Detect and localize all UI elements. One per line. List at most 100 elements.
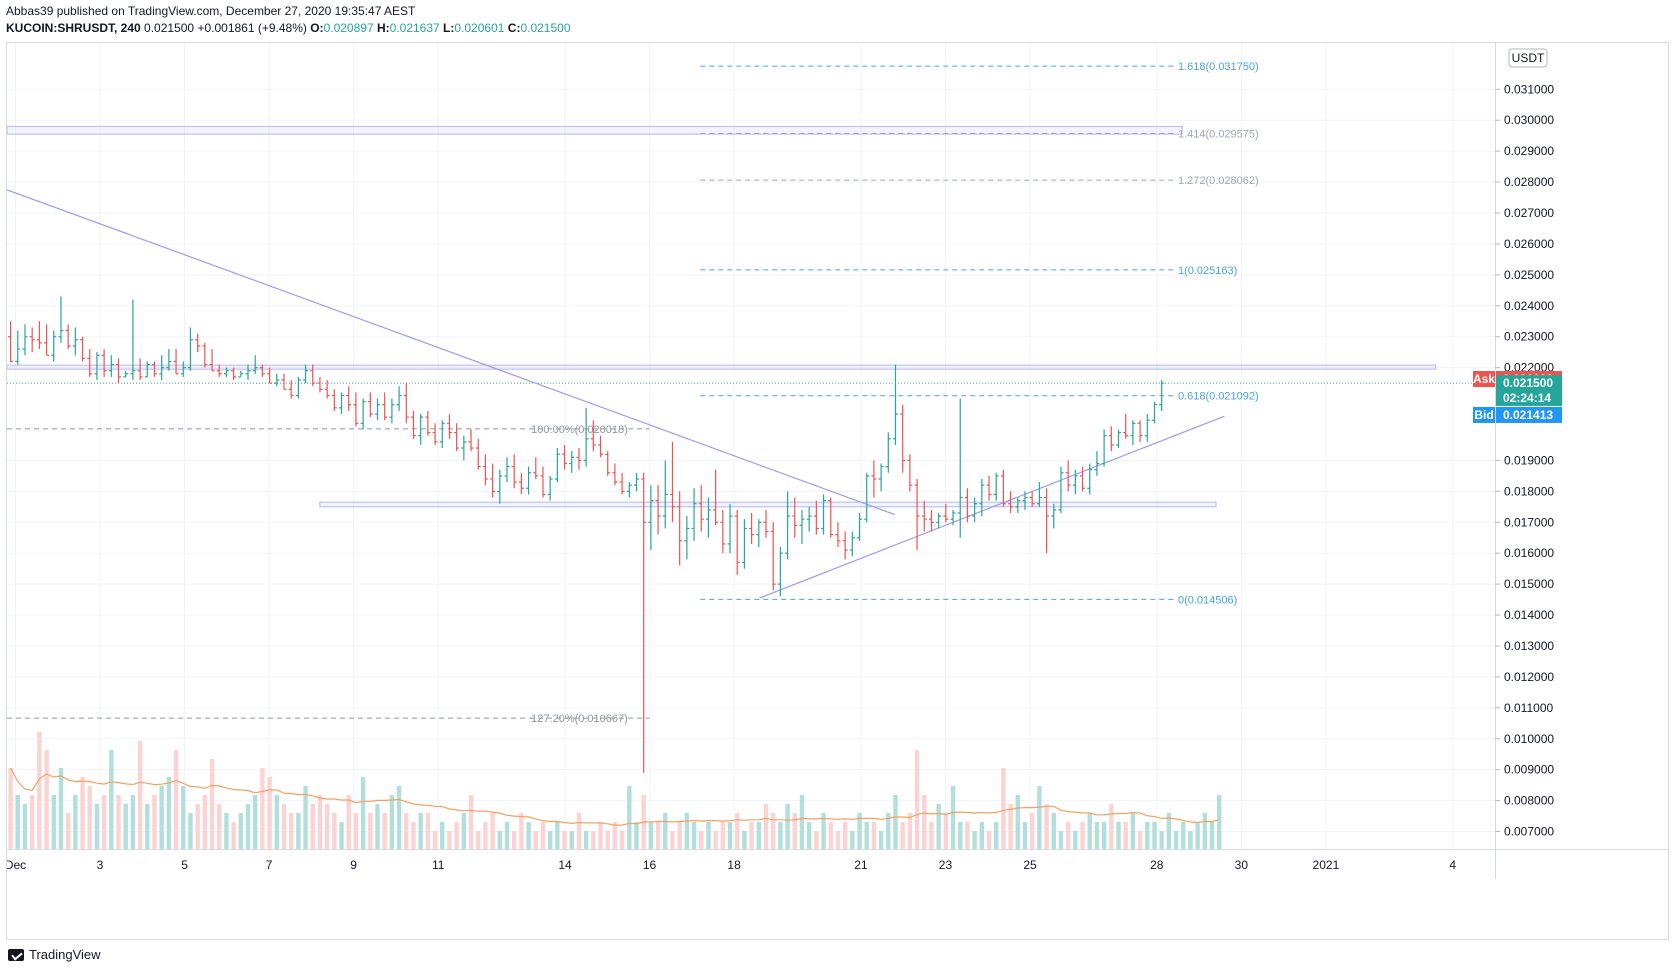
volume-bar xyxy=(526,822,531,849)
volume-bar xyxy=(29,795,35,849)
y-tick-label: 0.011000 xyxy=(1504,701,1553,715)
candle xyxy=(756,519,762,548)
candle xyxy=(792,497,798,538)
candle xyxy=(569,451,575,473)
volume-bar xyxy=(547,831,553,849)
candle xyxy=(108,355,114,377)
candle xyxy=(741,519,747,569)
currency-badge-label: USDT xyxy=(1512,51,1545,65)
candle xyxy=(1015,497,1021,513)
candle xyxy=(511,454,517,489)
candle xyxy=(468,429,474,452)
currency-badge xyxy=(1508,48,1548,68)
volume-bar xyxy=(137,741,143,849)
volume-bar xyxy=(476,831,481,849)
volume-bar xyxy=(1188,831,1193,849)
price-chart[interactable]: 1.618(0.031750) 1.414(0.029575) 1.272(0.02… xyxy=(7,43,1668,939)
volume-bar xyxy=(1029,813,1035,849)
volume-bar xyxy=(1015,795,1020,849)
candle xyxy=(1051,503,1057,529)
candle xyxy=(497,469,503,504)
candle xyxy=(590,420,596,452)
volume-bar xyxy=(806,822,812,849)
price-tag-value: 02:24:14 xyxy=(1503,391,1551,405)
candle xyxy=(892,364,898,445)
volume-bar xyxy=(1051,813,1056,849)
candle xyxy=(1116,429,1122,449)
candle xyxy=(209,349,215,372)
price-tag-box xyxy=(1496,389,1562,406)
volume-bars xyxy=(8,732,1222,849)
volume-bar xyxy=(569,831,574,849)
x-tick-label: 11 xyxy=(432,858,445,872)
candle xyxy=(1022,491,1028,510)
chart-pane[interactable]: 1.618(0.031750) 1.414(0.029575) 1.272(0.02… xyxy=(6,42,1669,940)
volume-bar xyxy=(792,813,797,849)
price-tag-side xyxy=(1473,406,1495,423)
volume-bar xyxy=(274,795,279,849)
candle xyxy=(979,478,985,517)
candle xyxy=(382,392,388,421)
volume-bar xyxy=(799,795,805,849)
x-tick-label: Dec xyxy=(7,858,26,872)
volume-bar xyxy=(173,750,179,849)
volume-bar xyxy=(1202,813,1208,849)
low-value: 0.020601 xyxy=(454,21,505,35)
symbol[interactable]: KUCOIN:SHRUSDT, 240 xyxy=(6,21,141,35)
x-tick-label: 30 xyxy=(1235,858,1249,872)
volume-bar xyxy=(727,822,733,849)
zone-rect xyxy=(7,364,1437,370)
candle xyxy=(432,423,438,445)
volume-bar xyxy=(1217,795,1222,849)
footer-brand[interactable]: TradingView xyxy=(8,947,101,962)
y-tick-label: 0.027000 xyxy=(1504,206,1554,220)
candle xyxy=(151,361,157,377)
volume-bar xyxy=(310,804,315,849)
volume-bar xyxy=(339,822,344,849)
candle xyxy=(58,296,64,343)
candle xyxy=(281,373,287,390)
candle xyxy=(346,386,352,411)
volume-bar xyxy=(893,795,898,849)
volume-bar xyxy=(94,804,100,849)
volume-bar xyxy=(375,804,380,849)
y-tick-label: 0.013000 xyxy=(1504,639,1554,653)
candle xyxy=(777,547,783,597)
volume-bar xyxy=(1181,822,1186,849)
volume-bar xyxy=(468,795,474,849)
candle xyxy=(828,497,834,538)
candle xyxy=(885,432,891,473)
volume-bar xyxy=(900,822,905,849)
volume-bar xyxy=(447,831,452,849)
x-tick-label: 4 xyxy=(1449,858,1456,872)
volume-bar xyxy=(699,831,704,849)
candle xyxy=(684,516,690,560)
candle xyxy=(1087,463,1093,495)
volume-bar xyxy=(634,822,639,849)
volume-bar xyxy=(15,795,20,849)
candle xyxy=(1072,469,1078,495)
candle xyxy=(986,475,992,501)
volume-bar xyxy=(706,822,711,849)
volume-bar xyxy=(770,813,776,849)
fib-ext-label: 1.272(0.028062) xyxy=(1178,175,1259,187)
candle xyxy=(878,463,884,492)
volume-bar xyxy=(130,795,136,849)
volume-bar xyxy=(490,813,495,849)
open-label: O: xyxy=(310,21,324,35)
x-tick-label: 2021 xyxy=(1313,858,1340,872)
candle xyxy=(943,503,949,523)
y-tick-label: 0.028000 xyxy=(1504,175,1554,189)
candle xyxy=(439,420,445,449)
candle xyxy=(749,512,755,544)
volume-bar xyxy=(260,768,265,849)
candle xyxy=(785,491,791,560)
x-tick-label: 16 xyxy=(643,858,657,872)
price-tag: 0.021500 xyxy=(1496,375,1562,392)
open-value: 0.020897 xyxy=(323,21,374,35)
grid xyxy=(7,43,1495,849)
candle xyxy=(446,414,452,439)
candle xyxy=(554,448,560,483)
candle xyxy=(101,349,107,377)
candle xyxy=(806,506,812,532)
